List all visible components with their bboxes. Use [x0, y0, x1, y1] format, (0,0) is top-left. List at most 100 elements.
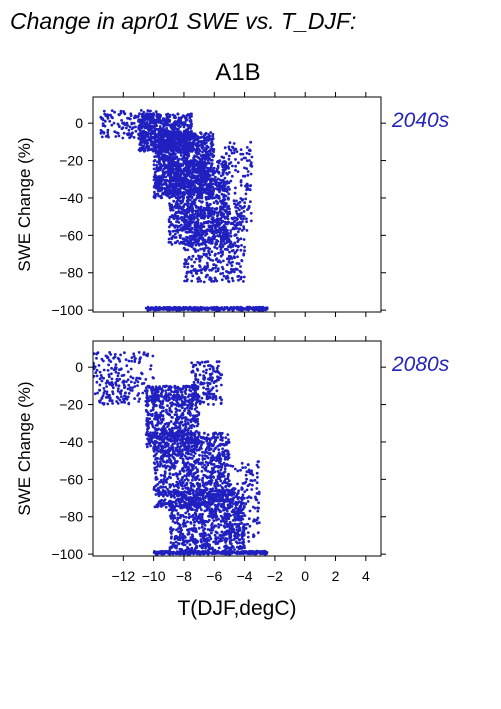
data-point: [159, 196, 163, 200]
data-point: [134, 129, 138, 133]
data-point: [215, 257, 219, 261]
data-point: [227, 234, 230, 238]
data-point: [226, 214, 230, 218]
data-point: [247, 187, 251, 191]
data-point: [124, 358, 128, 361]
data-point: [167, 387, 171, 391]
data-point: [185, 164, 189, 168]
data-point: [188, 406, 192, 410]
data-point: [190, 176, 194, 180]
data-point: [156, 154, 159, 158]
data-point: [216, 214, 219, 218]
data-point: [188, 207, 192, 211]
data-point: [202, 208, 206, 212]
data-point: [162, 406, 165, 409]
data-point: [191, 163, 195, 167]
data-point: [211, 134, 215, 138]
data-point: [162, 124, 166, 128]
data-point: [186, 265, 190, 269]
data-point: [225, 270, 228, 273]
data-point: [167, 392, 171, 396]
data-point: [219, 211, 223, 215]
data-point: [163, 156, 166, 159]
data-point: [160, 418, 163, 422]
data-point: [166, 136, 170, 140]
data-point: [205, 240, 209, 244]
data-point: [194, 415, 198, 418]
data-point: [172, 422, 176, 426]
data-point: [172, 390, 176, 394]
data-point: [220, 246, 223, 249]
data-point: [170, 158, 174, 162]
data-point: [143, 122, 147, 126]
data-point: [170, 203, 174, 207]
data-point: [218, 183, 221, 187]
data-point: [186, 422, 190, 426]
data-point: [241, 220, 244, 224]
data-point: [168, 113, 172, 117]
data-point: [233, 191, 237, 195]
data-point: [171, 192, 174, 196]
data-point: [182, 167, 186, 171]
data-point: [178, 196, 182, 199]
data-point: [227, 157, 231, 161]
data-point: [204, 150, 208, 154]
data-point: [173, 182, 177, 186]
data-point: [235, 150, 239, 154]
data-point: [176, 443, 179, 446]
data-point: [212, 201, 216, 205]
data-point: [144, 353, 148, 357]
data-point: [239, 179, 243, 182]
data-point: [206, 220, 209, 224]
data-point: [146, 403, 150, 407]
data-point: [232, 308, 235, 312]
data-point: [195, 225, 199, 229]
data-point: [213, 254, 217, 257]
data-point: [223, 184, 227, 188]
data-point: [223, 307, 226, 311]
data-point: [249, 172, 253, 176]
data-point: [206, 246, 210, 250]
data-point: [176, 225, 180, 229]
data-point: [105, 390, 109, 394]
data-point: [122, 111, 126, 115]
data-point: [166, 404, 169, 407]
data-point: [93, 392, 97, 396]
data-point: [183, 161, 187, 165]
data-point: [168, 133, 172, 137]
data-point: [165, 126, 169, 130]
data-point: [165, 133, 169, 137]
data-point: [205, 147, 208, 151]
data-point: [176, 112, 180, 116]
data-point: [206, 306, 209, 310]
data-point: [167, 192, 171, 196]
data-point: [153, 173, 157, 177]
data-point: [161, 145, 165, 148]
data-point: [181, 164, 185, 167]
data-point: [178, 211, 182, 215]
data-point: [201, 236, 205, 240]
data-point: [212, 308, 216, 311]
data-point: [136, 384, 139, 387]
data-point: [188, 198, 192, 202]
data-point: [221, 271, 225, 275]
data-point: [199, 189, 203, 193]
data-point: [162, 192, 166, 196]
data-point: [221, 234, 225, 238]
data-point: [208, 189, 212, 193]
data-point: [194, 150, 198, 154]
data-point: [185, 384, 188, 388]
data-point: [120, 367, 123, 371]
data-point: [152, 167, 156, 171]
data-point: [196, 206, 200, 209]
data-point: [229, 234, 233, 238]
data-point: [150, 126, 154, 129]
data-point: [184, 239, 188, 243]
data-point: [149, 128, 153, 132]
data-point: [175, 134, 179, 137]
data-point: [218, 443, 222, 446]
data-point: [246, 173, 250, 177]
data-point: [177, 150, 181, 153]
data-point: [222, 274, 226, 278]
data-point: [171, 194, 175, 198]
